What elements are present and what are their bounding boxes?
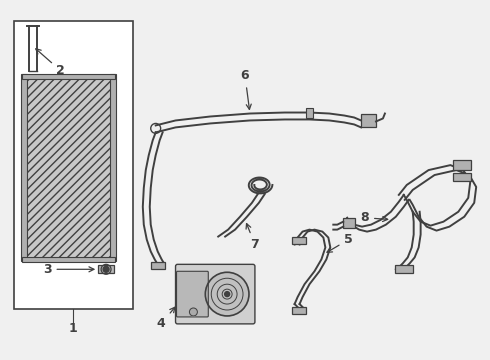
Bar (292, 237, 306, 243)
Bar (343, 218, 355, 228)
Bar (22, 257, 115, 262)
Bar (24, 76, 113, 260)
Text: 6: 6 (241, 69, 251, 109)
Bar (14, 21, 133, 309)
Circle shape (103, 266, 109, 272)
Bar (151, 262, 165, 269)
Bar (21, 74, 26, 261)
FancyBboxPatch shape (176, 271, 208, 317)
Text: 8: 8 (361, 211, 388, 224)
Bar (453, 173, 471, 181)
Bar (306, 108, 314, 118)
Circle shape (224, 292, 230, 297)
Bar (361, 113, 376, 127)
Bar (453, 160, 471, 170)
Bar (395, 265, 413, 273)
Text: 2: 2 (36, 49, 65, 77)
Text: 7: 7 (246, 224, 259, 251)
Circle shape (205, 272, 249, 316)
Bar (292, 307, 306, 314)
FancyBboxPatch shape (175, 264, 255, 324)
Text: 4: 4 (157, 307, 175, 330)
Text: 1: 1 (69, 322, 78, 336)
Bar (98, 265, 114, 273)
Bar (22, 74, 115, 79)
Circle shape (190, 308, 197, 316)
Text: 5: 5 (327, 233, 353, 252)
Bar (110, 74, 116, 261)
Text: 3: 3 (43, 263, 94, 276)
